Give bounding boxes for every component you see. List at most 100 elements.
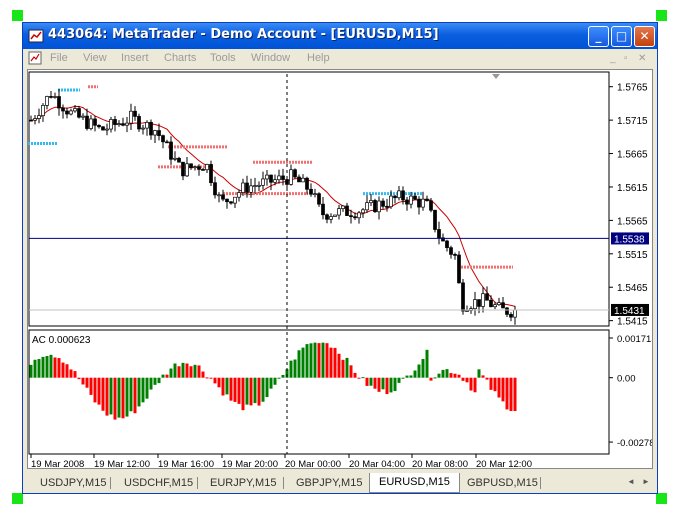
ac-histogram-bar bbox=[465, 377, 469, 383]
menu-help[interactable]: Help bbox=[307, 52, 330, 64]
candle-body bbox=[337, 208, 341, 216]
menu-insert[interactable]: Insert bbox=[121, 52, 149, 64]
ac-histogram-bar bbox=[121, 377, 125, 419]
tab-usdchf[interactable]: USDCHF,M15 bbox=[124, 477, 194, 489]
price-chart[interactable]: 1.5538 1.5431 1.5765 1.5715 1.5665 1.5615 1.5… bbox=[28, 70, 657, 470]
candle-body bbox=[65, 110, 69, 115]
tab-usdjpy[interactable]: USDJPY,M15 bbox=[40, 477, 107, 489]
ac-histogram-bar bbox=[305, 344, 309, 378]
horizontal-level-badge bbox=[611, 232, 649, 245]
candle-body bbox=[405, 199, 409, 205]
candle-body bbox=[105, 128, 109, 131]
ac-histogram-bar bbox=[489, 377, 493, 390]
menu-charts[interactable]: Charts bbox=[164, 52, 197, 64]
ac-histogram-bar bbox=[377, 377, 381, 392]
candle-body bbox=[249, 185, 253, 193]
maximize-button[interactable]: □ bbox=[611, 26, 632, 47]
ac-histogram-bar bbox=[193, 364, 197, 378]
tab-gbpjpy[interactable]: GBPJPY,M15 bbox=[296, 477, 363, 489]
ac-histogram-bar bbox=[205, 377, 209, 379]
time-tick-label: 20 Mar 04:00 bbox=[349, 459, 405, 468]
price-tick-label: 1.5415 bbox=[617, 317, 648, 328]
time-tick-label: 20 Mar 08:00 bbox=[412, 459, 468, 468]
ac-histogram-bar bbox=[389, 377, 393, 393]
candle-body bbox=[345, 205, 349, 216]
candle-body bbox=[433, 209, 437, 230]
ac-histogram-bar bbox=[237, 377, 241, 404]
tab-scroll-left-button[interactable]: ◄ bbox=[627, 477, 635, 486]
candle-body bbox=[349, 215, 353, 218]
ac-histogram-bar bbox=[409, 375, 413, 378]
ac-histogram-bar bbox=[481, 375, 485, 378]
ac-histogram-bar bbox=[117, 377, 121, 418]
ac-histogram-bar bbox=[261, 377, 265, 402]
candle-body bbox=[197, 166, 201, 170]
ac-histogram-bar bbox=[57, 358, 61, 378]
close-button[interactable]: ✕ bbox=[634, 26, 655, 47]
menu-view[interactable]: View bbox=[83, 52, 107, 64]
candle-body bbox=[401, 190, 405, 201]
chart-area[interactable]: 1.5538 1.5431 1.5765 1.5715 1.5665 1.5615 1.5… bbox=[27, 69, 657, 470]
ac-histogram-bar bbox=[129, 377, 133, 412]
ac-histogram-bar bbox=[37, 359, 41, 378]
candle-body bbox=[145, 121, 149, 129]
mdi-close-button[interactable]: ✕ bbox=[638, 53, 647, 64]
ac-histogram-bar bbox=[173, 363, 177, 378]
candle-body bbox=[445, 240, 449, 249]
price-tick-label: 1.5465 bbox=[617, 283, 648, 294]
candle-body bbox=[81, 115, 85, 118]
candle-body bbox=[457, 254, 461, 284]
ac-histogram-bar bbox=[413, 370, 417, 378]
ac-histogram-bar bbox=[77, 377, 81, 380]
candle-body bbox=[361, 209, 365, 214]
menu-file[interactable]: File bbox=[50, 52, 68, 64]
time-tick-label: 19 Mar 12:00 bbox=[94, 459, 150, 468]
ac-histogram-bar bbox=[381, 377, 385, 390]
menu-tools[interactable]: Tools bbox=[210, 52, 236, 64]
candle-body bbox=[45, 96, 49, 106]
candle-body bbox=[177, 157, 181, 163]
mdi-restore-button[interactable]: ▫ bbox=[624, 53, 628, 64]
ac-histogram-bar bbox=[333, 347, 337, 378]
ac-histogram-bar bbox=[433, 377, 437, 379]
ac-histogram-bar bbox=[53, 357, 57, 378]
title-bar[interactable]: 443064: MetaTrader - Demo Account - [EUR… bbox=[23, 23, 657, 49]
ac-histogram-bar bbox=[201, 371, 205, 378]
ac-histogram-bar bbox=[397, 377, 401, 383]
mdi-minimize-button[interactable]: _ bbox=[610, 53, 616, 64]
tab-scroll-right-button[interactable]: ► bbox=[642, 477, 650, 486]
tab-gbpusd[interactable]: GBPUSD,M15 bbox=[467, 477, 538, 489]
ac-histogram-bar bbox=[453, 373, 457, 378]
ac-histogram-bar bbox=[441, 369, 445, 378]
candle-body bbox=[33, 118, 37, 121]
candle-body bbox=[205, 164, 209, 171]
price-tick-label: 1.5715 bbox=[617, 116, 648, 127]
ac-histogram-bar bbox=[125, 377, 129, 417]
ac-histogram-bar bbox=[313, 342, 317, 378]
candle-body bbox=[369, 200, 373, 204]
ac-histogram-bar bbox=[133, 377, 137, 414]
tab-eurusd[interactable]: EURUSD,M15 bbox=[369, 473, 460, 493]
candle-body bbox=[221, 194, 225, 200]
candle-body bbox=[137, 116, 141, 130]
ac-histogram-bar bbox=[213, 377, 217, 384]
chart-shift-marker[interactable] bbox=[492, 74, 500, 79]
ac-histogram-bar bbox=[165, 374, 169, 378]
ac-histogram-bar bbox=[109, 377, 113, 415]
menu-window[interactable]: Window bbox=[251, 52, 291, 64]
candle-body bbox=[241, 182, 245, 193]
chart-window-icon[interactable] bbox=[28, 51, 42, 65]
candle-body bbox=[297, 176, 301, 183]
candle-body bbox=[49, 96, 53, 98]
minimize-button[interactable]: _ bbox=[588, 26, 609, 47]
candle-body bbox=[213, 182, 217, 196]
tab-eurjpy[interactable]: EURJPY,M15 bbox=[210, 477, 277, 489]
ac-histogram-bar bbox=[393, 377, 397, 392]
ac-histogram-bar bbox=[49, 354, 53, 378]
candle-body bbox=[505, 307, 509, 315]
menu-bar: File View Insert Charts Tools Window Hel… bbox=[23, 49, 657, 67]
current-price-label: 1.5431 bbox=[614, 306, 645, 317]
ac-histogram-bar bbox=[281, 374, 285, 378]
candle-body bbox=[329, 216, 333, 220]
candle-body bbox=[273, 179, 277, 183]
